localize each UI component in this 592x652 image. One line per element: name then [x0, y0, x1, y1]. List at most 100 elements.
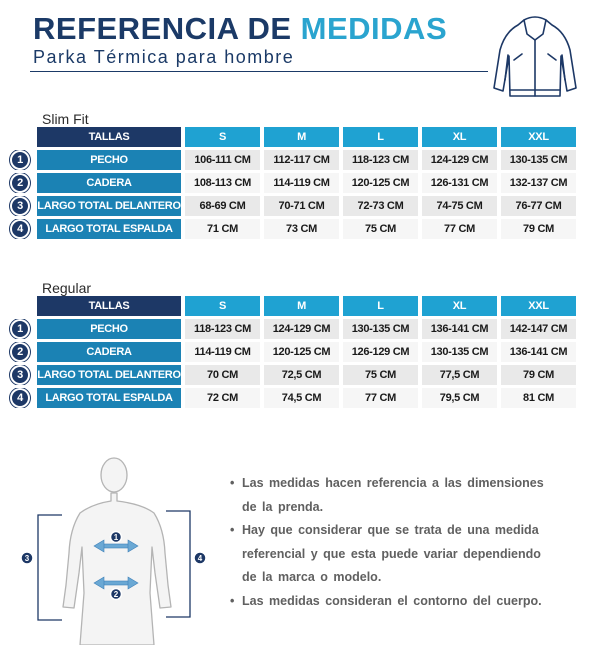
row-label: PECHO [37, 150, 181, 170]
figure-marker-3: 3 [20, 551, 34, 565]
table-cell: 74-75 CM [422, 196, 497, 216]
figure-marker-4-label: 4 [198, 554, 203, 563]
row-label: CADERA [37, 342, 181, 362]
table-cell: 124-129 CM [264, 319, 339, 339]
size-table-regular: TALLAS S M L XL XXL 1 PECHO 118-123 CM 1… [3, 293, 580, 411]
table-cell: 77,5 CM [422, 365, 497, 385]
table-cell: 136-141 CM [501, 342, 576, 362]
row-label: CADERA [37, 173, 181, 193]
table-cell: 79 CM [501, 365, 576, 385]
table-cell: 130-135 CM [343, 319, 418, 339]
row-label: LARGO TOTAL DELANTERO [37, 365, 181, 385]
table-row: 2 CADERA 108-113 CM 114-119 CM 120-125 C… [7, 173, 576, 193]
row-number-badge: 4 [10, 388, 30, 408]
table-row: 3 LARGO TOTAL DELANTERO 68-69 CM 70-71 C… [7, 196, 576, 216]
figure-marker-2: 2 [109, 587, 123, 601]
section-label-slim-fit: Slim Fit [42, 111, 89, 127]
torso-outline [62, 457, 172, 645]
table-cell: 114-119 CM [264, 173, 339, 193]
row-label: LARGO TOTAL ESPALDA [37, 388, 181, 408]
table-row: 3 LARGO TOTAL DELANTERO 70 CM 72,5 CM 75… [7, 365, 576, 385]
table-cell: 106-111 CM [185, 150, 260, 170]
section-label-regular: Regular [42, 280, 92, 296]
size-header-l: L [343, 127, 418, 147]
row-number-badge: 4 [10, 219, 30, 239]
table-cell: 120-125 CM [264, 342, 339, 362]
table-cell: 76-77 CM [501, 196, 576, 216]
table-cell: 108-113 CM [185, 173, 260, 193]
row-number-badge: 3 [10, 365, 30, 385]
title-divider [30, 71, 488, 72]
table-cell: 118-123 CM [343, 150, 418, 170]
table-cell: 70 CM [185, 365, 260, 385]
size-header-m: M [264, 127, 339, 147]
size-header-xxl: XXL [501, 296, 576, 316]
note-item: Hay que considerar que se trata de una m… [230, 519, 560, 590]
size-header-row: TALLAS S M L XL XXL [7, 127, 576, 147]
figure-marker-1: 1 [109, 530, 123, 544]
table-cell: 68-69 CM [185, 196, 260, 216]
table-row: 1 PECHO 118-123 CM 124-129 CM 130-135 CM… [7, 319, 576, 339]
row-label: LARGO TOTAL DELANTERO [37, 196, 181, 216]
size-header-xl: XL [422, 127, 497, 147]
jacket-icon [493, 16, 577, 97]
table-cell: 73 CM [264, 219, 339, 239]
notes-list: Las medidas hacen referencia a las dimen… [230, 472, 560, 613]
tallas-header: TALLAS [37, 296, 181, 316]
size-header-row: TALLAS S M L XL XXL [7, 296, 576, 316]
size-header-m: M [264, 296, 339, 316]
note-item: Las medidas consideran el contorno del c… [230, 590, 560, 614]
table-cell: 77 CM [343, 388, 418, 408]
table-cell: 112-117 CM [264, 150, 339, 170]
title-part-2: MEDIDAS [300, 11, 448, 46]
table-cell: 126-129 CM [343, 342, 418, 362]
table-cell: 136-141 CM [422, 319, 497, 339]
measurement-brackets [37, 510, 191, 621]
row-label: LARGO TOTAL ESPALDA [37, 219, 181, 239]
note-item: Las medidas hacen referencia a las dimen… [230, 472, 560, 519]
body-measurement-figure: 1 2 3 4 [20, 457, 207, 645]
table-cell: 130-135 CM [501, 150, 576, 170]
size-header-l: L [343, 296, 418, 316]
size-header-s: S [185, 296, 260, 316]
size-header-xxl: XXL [501, 127, 576, 147]
page-subtitle: Parka Térmica para hombre [33, 47, 295, 67]
table-cell: 72,5 CM [264, 365, 339, 385]
size-header-xl: XL [422, 296, 497, 316]
row-number-badge: 2 [10, 342, 30, 362]
table-cell: 75 CM [343, 219, 418, 239]
table-cell: 120-125 CM [343, 173, 418, 193]
table-cell: 72 CM [185, 388, 260, 408]
table-cell: 81 CM [501, 388, 576, 408]
figure-marker-4: 4 [193, 551, 207, 565]
table-cell: 79 CM [501, 219, 576, 239]
tallas-header: TALLAS [37, 127, 181, 147]
table-row: 4 LARGO TOTAL ESPALDA 72 CM 74,5 CM 77 C… [7, 388, 576, 408]
row-number-badge: 1 [10, 150, 30, 170]
table-cell: 77 CM [422, 219, 497, 239]
figure-marker-2-label: 2 [114, 590, 119, 599]
table-row: 2 CADERA 114-119 CM 120-125 CM 126-129 C… [7, 342, 576, 362]
table-cell: 118-123 CM [185, 319, 260, 339]
table-cell: 126-131 CM [422, 173, 497, 193]
table-cell: 74,5 CM [264, 388, 339, 408]
size-header-s: S [185, 127, 260, 147]
size-table-slim-fit: TALLAS S M L XL XXL 1 PECHO 106-111 CM 1… [3, 124, 580, 242]
figure-marker-1-label: 1 [114, 533, 119, 542]
table-cell: 79,5 CM [422, 388, 497, 408]
figure-marker-3-label: 3 [25, 554, 30, 563]
table-cell: 72-73 CM [343, 196, 418, 216]
title-part-1: REFERENCIA DE [33, 11, 292, 46]
table-cell: 75 CM [343, 365, 418, 385]
row-number-badge: 2 [10, 173, 30, 193]
row-label: PECHO [37, 319, 181, 339]
table-cell: 130-135 CM [422, 342, 497, 362]
table-row: 4 LARGO TOTAL ESPALDA 71 CM 73 CM 75 CM … [7, 219, 576, 239]
table-cell: 114-119 CM [185, 342, 260, 362]
row-number-badge: 3 [10, 196, 30, 216]
row-number-badge: 1 [10, 319, 30, 339]
table-cell: 142-147 CM [501, 319, 576, 339]
table-cell: 70-71 CM [264, 196, 339, 216]
table-cell: 132-137 CM [501, 173, 576, 193]
page-title: REFERENCIA DE MEDIDAS [33, 12, 447, 46]
